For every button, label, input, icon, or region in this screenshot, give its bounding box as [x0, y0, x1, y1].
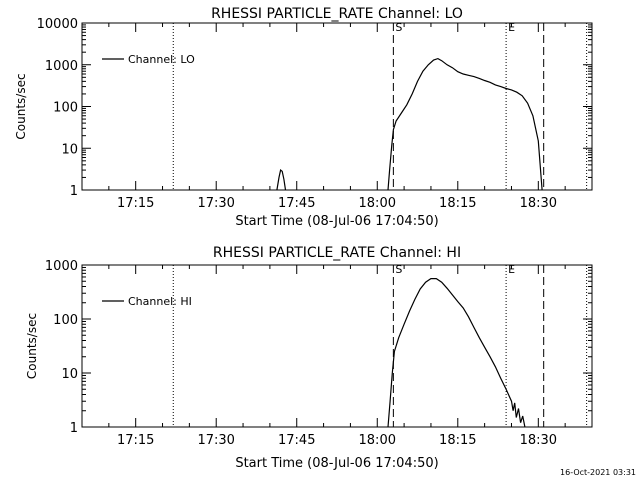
- panel0-x-tick-label: 18:00: [359, 196, 396, 211]
- panel1-chart-title: RHESSI PARTICLE_RATE Channel: HI: [213, 245, 461, 261]
- plot-timestamp: 16-Oct-2021 03:31: [560, 468, 636, 477]
- panel0-y-tick-label: 1000: [45, 59, 78, 74]
- panel1-interval-marker-label: E: [508, 263, 515, 276]
- panel0-y-tick-label: 1: [70, 184, 78, 199]
- panel1-x-axis-label: Start Time (08-Jul-06 17:04:50): [235, 456, 438, 471]
- panel1-y-tick-label: 1000: [45, 259, 78, 274]
- panel0-series-line: [387, 57, 543, 191]
- panel0-legend-label: Channel: LO: [128, 53, 195, 66]
- panel0-x-tick-label: 18:30: [520, 196, 557, 211]
- lo-channel-plot: RHESSI PARTICLE_RATE Channel: LO Start Ti…: [14, 6, 593, 229]
- panel1-y-tick-label: 1: [70, 421, 78, 436]
- hi-channel-plot: RHESSI PARTICLE_RATE Channel: HI Start Ti…: [25, 245, 593, 471]
- panel0-y-tick-label: 10000: [37, 17, 78, 32]
- panel0-series-line: [276, 169, 287, 191]
- panel0-x-tick-label: 18:15: [439, 196, 476, 211]
- panel1-y-axis-label: Counts/sec: [25, 313, 39, 379]
- panel1-y-tick-label: 10: [61, 367, 78, 382]
- panel1-x-tick-label: 17:45: [278, 433, 315, 448]
- panel0-x-tick-label: 17:30: [197, 196, 234, 211]
- panel1-x-tick-label: 18:00: [359, 433, 396, 448]
- panel0-x-axis-label: Start Time (08-Jul-06 17:04:50): [235, 214, 438, 229]
- panel1-x-tick-label: 17:30: [197, 433, 234, 448]
- panel0-y-axis-label: Counts/sec: [14, 73, 28, 139]
- panel1-series-line: [387, 278, 526, 428]
- panel1-x-tick-label: 18:15: [439, 433, 476, 448]
- panel1-y-tick-label: 100: [53, 313, 78, 328]
- panel0-chart-title: RHESSI PARTICLE_RATE Channel: LO: [211, 6, 463, 22]
- panel0-y-tick-label: 10: [61, 142, 78, 157]
- panel1-interval-marker-label: S: [395, 263, 402, 276]
- panel0-interval-marker-label: S: [395, 21, 402, 34]
- panel0-interval-marker-label: E: [508, 21, 515, 34]
- panel1-x-tick-label: 17:15: [117, 433, 154, 448]
- panel1-plot-frame: [81, 264, 593, 428]
- panel1-legend-label: Channel: HI: [128, 295, 192, 308]
- panel1-x-tick-label: 18:30: [520, 433, 557, 448]
- panel0-x-tick-label: 17:15: [117, 196, 154, 211]
- panel0-y-tick-label: 100: [53, 101, 78, 116]
- panel0-x-tick-label: 17:45: [278, 196, 315, 211]
